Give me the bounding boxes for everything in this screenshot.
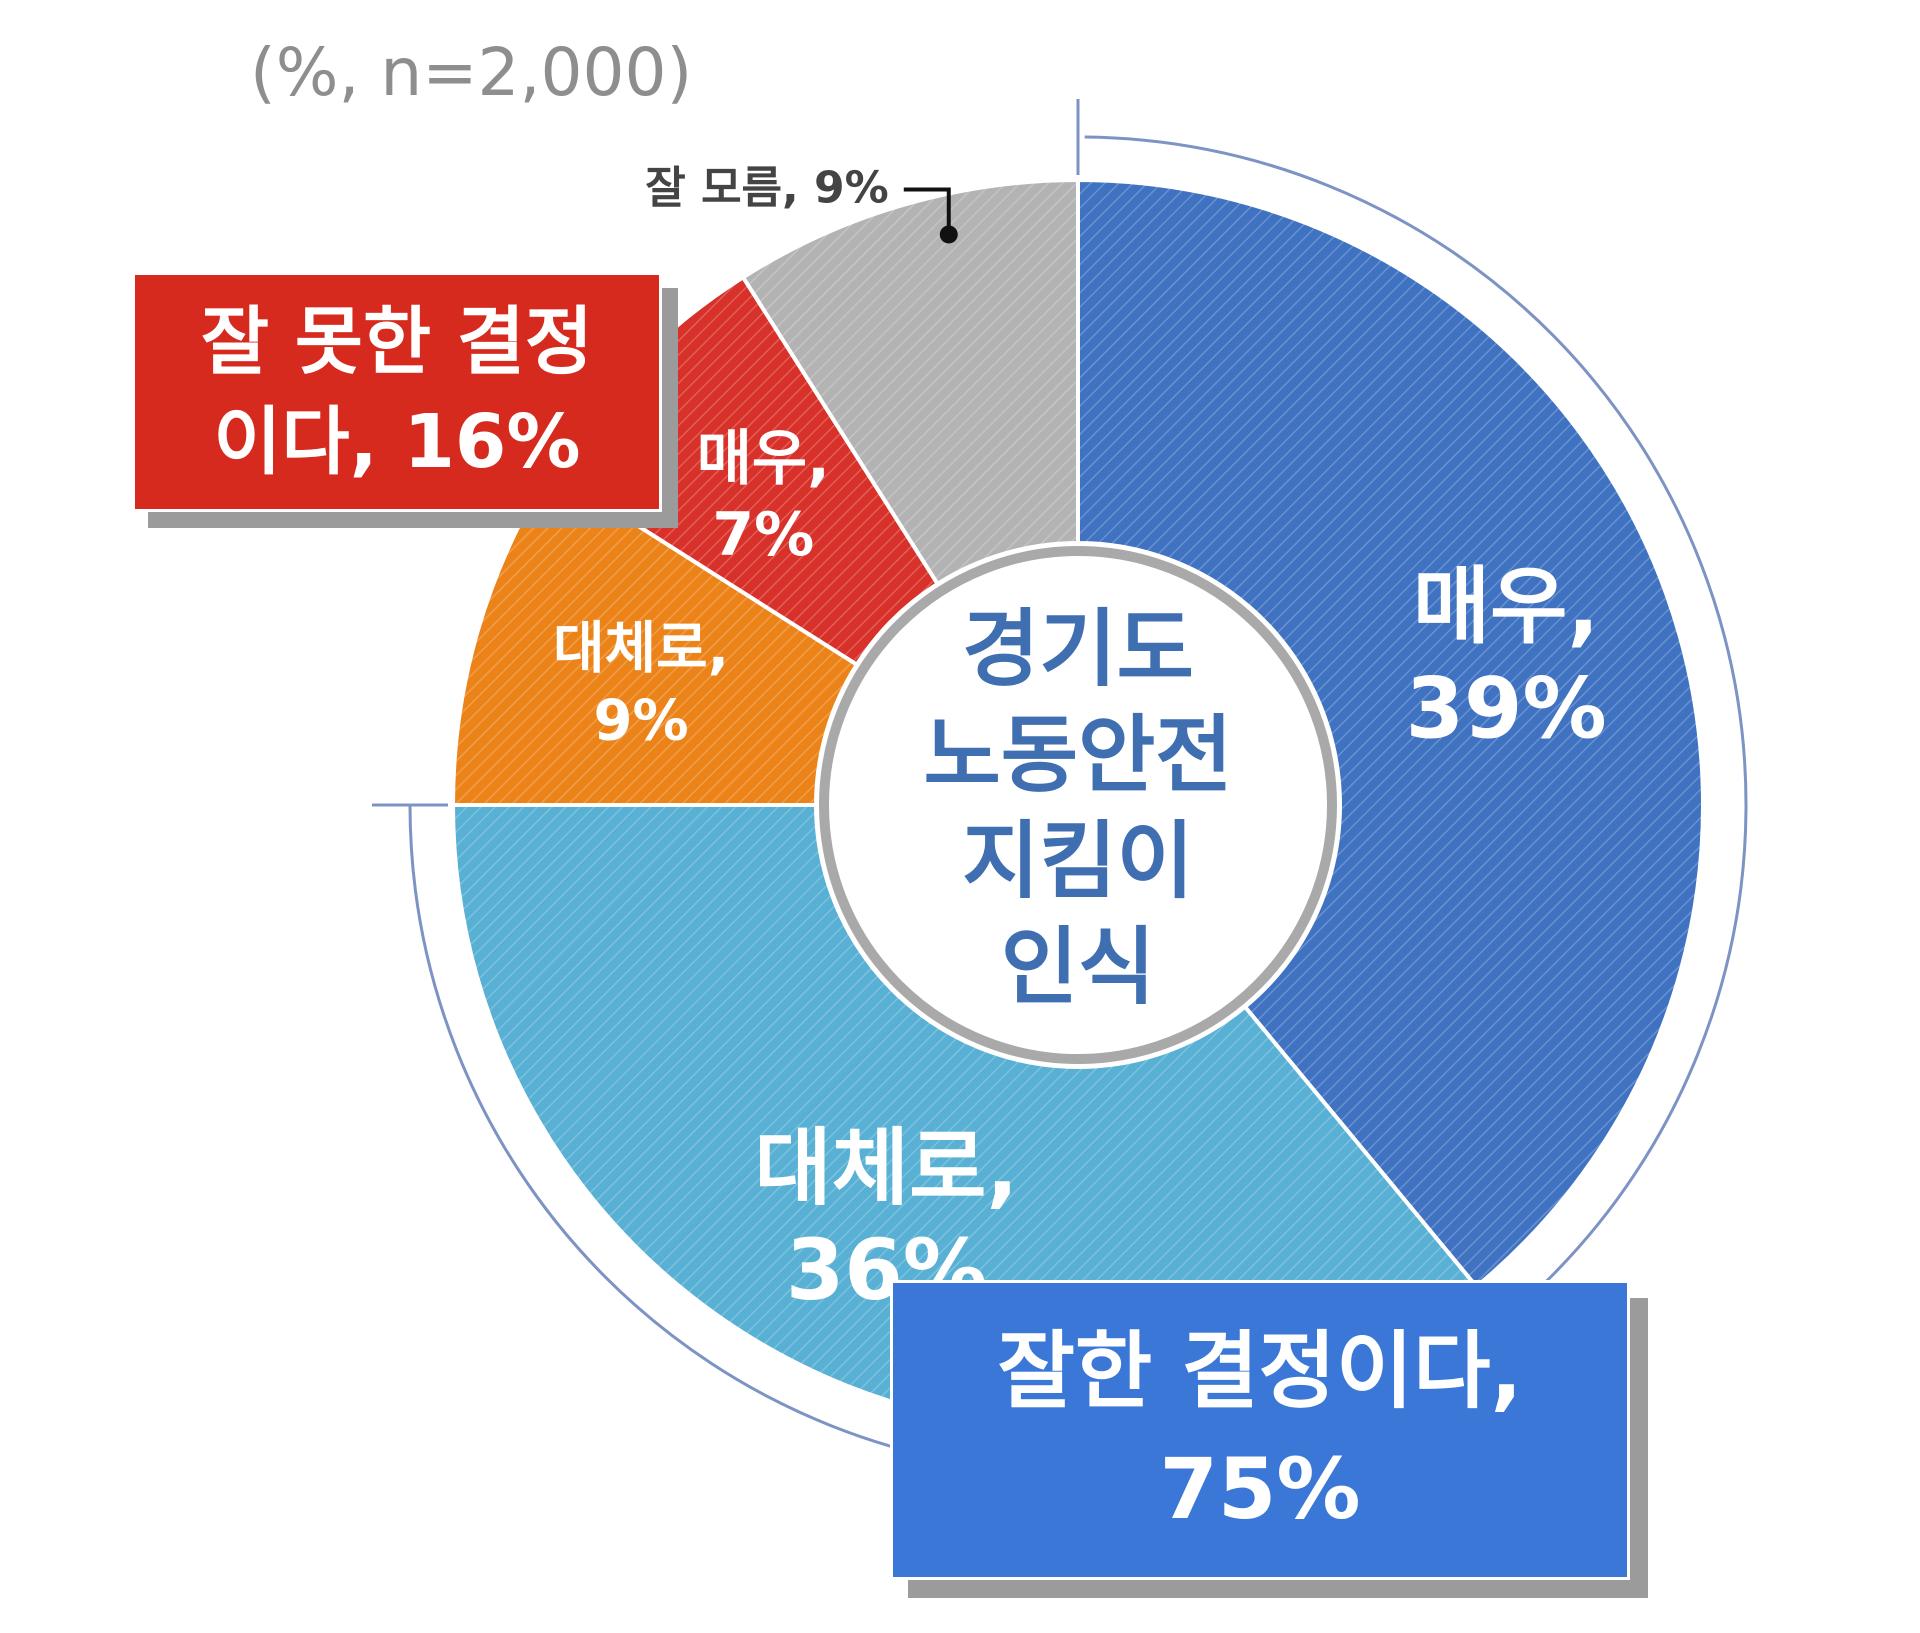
slice-hatch-4 [743, 180, 1078, 584]
negative-group-label-line2: 이다, 16% [213, 399, 581, 485]
center-label-line-3: 인식 [1001, 918, 1156, 1016]
center-circle [819, 546, 1337, 1064]
positive-group-label-line1: 잘한 결정이다, [997, 1322, 1523, 1420]
positive-group-box: 잘한 결정이다, 75% [890, 1280, 1630, 1580]
slice-label-0-line2: 39% [1406, 660, 1607, 758]
slice-label-4: 잘 모름, 9% [645, 162, 889, 213]
slice-hatch-1 [453, 805, 1477, 1430]
positive-group-label-line2: 75% [1159, 1440, 1361, 1538]
slice-hatch-0 [1078, 180, 1703, 1287]
slices [450, 177, 1705, 1432]
slice-hatch-2 [453, 470, 857, 805]
negative-group-box: 잘 못한 결정 이다, 16% [132, 272, 662, 512]
callout-line [903, 187, 951, 235]
negative-group-label-line1: 잘 못한 결정 [201, 299, 593, 385]
positive-bracket-arc [408, 135, 1748, 1475]
center-label-line-1: 노동안전 [923, 706, 1232, 804]
slice-label-2-line1: 대체로, [553, 616, 729, 681]
slice-label-3-line2: 7% [712, 500, 814, 570]
sample-note: (%, n=2,000) [250, 34, 692, 111]
center-label-line-2: 지킴이 [962, 812, 1194, 910]
slice-label-2-line2: 9% [594, 688, 689, 753]
group-brackets [372, 99, 1748, 1475]
center-label-line-0: 경기도 [962, 600, 1194, 698]
slice-label-1-line1: 대체로, [755, 1119, 1019, 1217]
slice-label-3-line1: 매우, [697, 424, 830, 494]
slice-label-0-line1: 매우, [1413, 558, 1599, 656]
